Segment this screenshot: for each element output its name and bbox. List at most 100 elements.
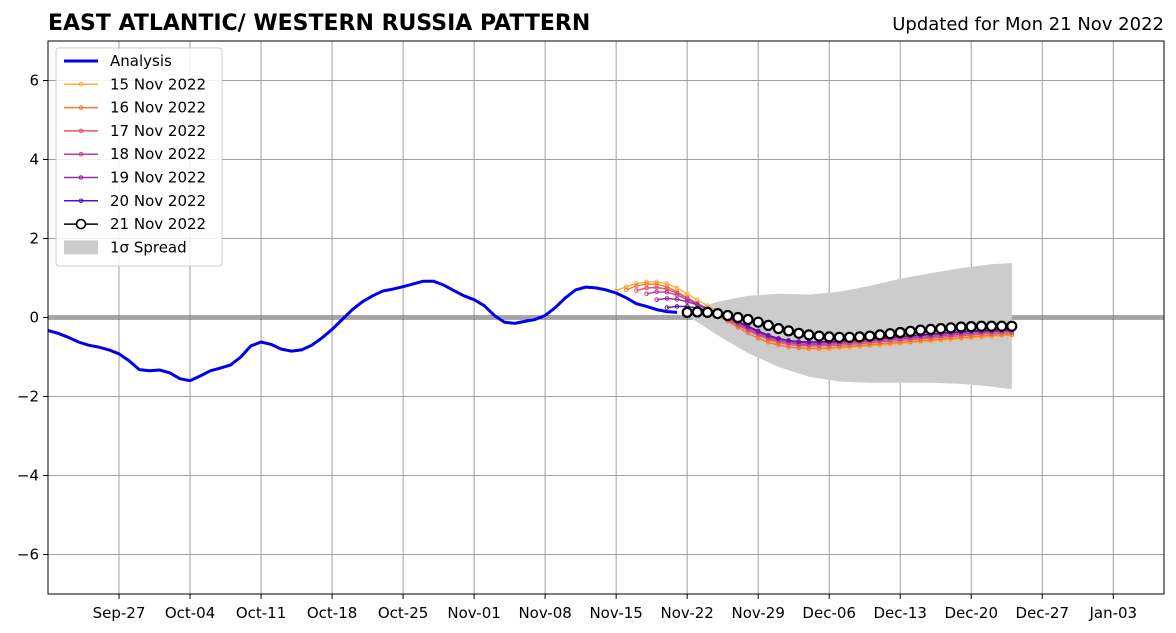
series-point-21-nov-2022 <box>874 329 886 341</box>
series-point-21-nov-2022 <box>691 306 703 318</box>
series-point-21-nov-2022 <box>843 331 856 343</box>
x-tick-label: Nov-22 <box>660 604 713 622</box>
x-tick-label: Nov-01 <box>447 604 500 622</box>
series-point-21-nov-2022 <box>833 331 845 343</box>
y-tick-label: 0 <box>29 309 39 327</box>
series-point-21-nov-2022 <box>711 308 724 320</box>
x-tick-label: Oct-11 <box>236 604 286 622</box>
legend: Analysis 15 Nov 2022 16 Nov 2022 17 Nov 202… <box>55 47 223 267</box>
chart-title: EAST ATLANTIC/ WESTERN RUSSIA PATTERN <box>48 11 590 36</box>
legend-swatch-marker <box>78 198 84 204</box>
spread-band <box>687 263 1012 390</box>
legend-swatch-marker <box>78 151 84 157</box>
series-point-16-nov-2022 <box>624 287 629 293</box>
series-point-21-nov-2022 <box>793 327 805 339</box>
series-point-16-nov-2022 <box>634 283 639 289</box>
series-point-20-nov-2022 <box>674 304 680 309</box>
series-point-19-nov-2022 <box>664 296 670 301</box>
legend-label: 15 Nov 2022 <box>110 75 206 93</box>
legend-swatch-marker <box>75 218 87 230</box>
legend-box <box>55 47 223 267</box>
x-tick-label: Dec-06 <box>802 604 856 622</box>
series-point-21-nov-2022 <box>732 311 744 324</box>
series-point-21-nov-2022 <box>772 323 785 335</box>
series-point-18-nov-2022 <box>644 291 649 297</box>
x-tick-label: Jan-03 <box>1088 604 1137 622</box>
series-point-19-nov-2022 <box>654 297 660 303</box>
x-tick-label: Dec-13 <box>873 604 927 622</box>
series-point-21-nov-2022 <box>985 320 998 332</box>
legend-label: 19 Nov 2022 <box>110 169 206 187</box>
series-point-20-nov-2022 <box>786 338 791 343</box>
series-point-21-nov-2022 <box>965 321 977 333</box>
series-point-21-nov-2022 <box>762 319 774 331</box>
series-point-17-nov-2022 <box>654 285 660 290</box>
series-point-21-nov-2022 <box>853 331 866 343</box>
x-tick-label: Oct-25 <box>378 604 428 622</box>
legend-label: 18 Nov 2022 <box>110 145 206 163</box>
analysis-layer <box>47 279 678 383</box>
series-point-17-nov-2022 <box>644 285 649 291</box>
series-point-20-nov-2022 <box>796 339 802 344</box>
legend-swatch-marker <box>78 82 84 87</box>
series-point-21-nov-2022 <box>884 328 896 340</box>
forecast-layer <box>681 306 1018 343</box>
legend-label: Analysis <box>110 52 172 70</box>
series-point-21-nov-2022 <box>782 325 795 337</box>
legend-label: 16 Nov 2022 <box>110 99 206 117</box>
x-tick-label: Oct-18 <box>307 604 357 622</box>
series-point-17-nov-2022 <box>634 288 639 293</box>
y-tick-label: −2 <box>17 388 39 406</box>
legend-swatch-marker <box>78 128 84 134</box>
x-tick-label: Dec-27 <box>1015 604 1069 622</box>
legend-label: 21 Nov 2022 <box>110 215 206 233</box>
chart-subtitle: Updated for Mon 21 Nov 2022 <box>892 14 1164 35</box>
x-tick-label: Sep-27 <box>93 604 146 622</box>
series-point-21-nov-2022 <box>823 331 835 343</box>
series-point-21-nov-2022 <box>975 320 988 332</box>
series-point-18-nov-2022 <box>654 289 660 295</box>
series-line-15-nov-2022 <box>615 281 1012 350</box>
legend-swatch-marker <box>78 175 84 180</box>
series-point-18-nov-2022 <box>674 292 680 298</box>
legend-swatch-marker <box>78 105 84 110</box>
series-point-17-nov-2022 <box>664 286 670 292</box>
y-tick-label: 6 <box>29 72 39 90</box>
series-point-20-nov-2022 <box>755 328 761 334</box>
series-point-21-nov-2022 <box>813 330 825 342</box>
series-point-21-nov-2022 <box>701 306 714 318</box>
series-point-20-nov-2022 <box>776 336 781 341</box>
x-tick-label: Nov-08 <box>518 604 571 622</box>
series-point-18-nov-2022 <box>664 289 670 295</box>
series-point-21-nov-2022 <box>803 329 815 341</box>
series-point-21-nov-2022 <box>925 323 937 335</box>
series-point-21-nov-2022 <box>681 306 693 318</box>
x-tick-label: Dec-20 <box>944 604 998 622</box>
x-tick-label: Nov-29 <box>731 604 784 622</box>
series-point-21-nov-2022 <box>1006 320 1018 332</box>
x-tick-label: Nov-15 <box>589 604 642 622</box>
series-point-19-nov-2022 <box>674 297 680 302</box>
series-point-21-nov-2022 <box>904 325 917 337</box>
series-point-16-nov-2022 <box>776 342 781 348</box>
legend-label: 20 Nov 2022 <box>110 192 206 210</box>
y-tick-label: −6 <box>17 546 39 564</box>
series-point-21-nov-2022 <box>935 323 947 335</box>
series-point-21-nov-2022 <box>864 330 876 342</box>
y-tick-label: 2 <box>29 230 39 248</box>
series-point-20-nov-2022 <box>664 305 670 310</box>
legend-label: 17 Nov 2022 <box>110 122 206 140</box>
y-tick-label: −4 <box>17 467 39 485</box>
spread-layer <box>687 263 1012 390</box>
series-point-21-nov-2022 <box>914 324 927 336</box>
series-point-21-nov-2022 <box>955 321 967 333</box>
x-axis: Sep-27 Oct-04 Oct-11 Oct-18 Oct-25 Nov-01 Nov-… <box>93 594 1137 622</box>
series-point-16-nov-2022 <box>745 331 751 336</box>
y-tick-label: 4 <box>29 151 39 169</box>
series-point-21-nov-2022 <box>945 322 957 334</box>
series-point-20-nov-2022 <box>766 333 771 338</box>
series-layer <box>613 279 1015 352</box>
legend-label: 1σ Spread <box>110 238 187 256</box>
series-point-16-nov-2022 <box>786 344 791 350</box>
